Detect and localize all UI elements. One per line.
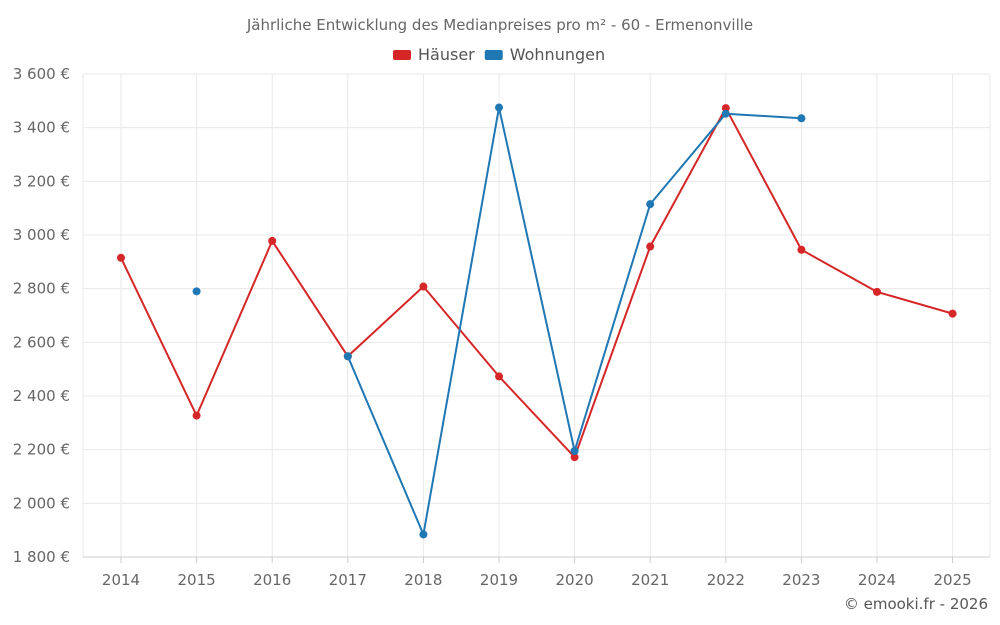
x-tick-label: 2020 — [556, 571, 594, 589]
y-axis: 1 800 € 2 000 € 2 200 € 2 400 € 2 600 € 2 800… — [13, 65, 70, 566]
x-tick-label: 2015 — [178, 571, 216, 589]
data-point[interactable] — [721, 109, 730, 118]
data-point[interactable] — [873, 287, 881, 296]
y-tick-label: 3 400 € — [13, 119, 70, 137]
x-tick-label: 2022 — [707, 571, 745, 589]
data-point[interactable] — [419, 282, 428, 291]
grid — [82, 73, 991, 558]
y-tick-label: 3 600 € — [13, 65, 70, 83]
data-point[interactable] — [797, 114, 806, 123]
x-tick-label: 2016 — [253, 571, 291, 589]
y-tick-label: 2 400 € — [13, 387, 70, 405]
legend-swatch — [484, 50, 503, 60]
x-tick-label: 2014 — [102, 571, 140, 589]
y-tick-label: 2 600 € — [13, 333, 70, 351]
y-tick-label: 3 000 € — [13, 226, 70, 244]
series-line — [120, 107, 953, 459]
data-point[interactable] — [721, 104, 730, 113]
y-tick-label: 2 200 € — [13, 441, 70, 459]
credit-text: © emooki.fr - 2026 — [844, 595, 988, 613]
legend-label: Wohnungen — [510, 45, 605, 64]
legend-label: Häuser — [418, 45, 475, 64]
y-tick-label: 2 800 € — [13, 280, 70, 298]
legend-swatch — [393, 50, 411, 60]
data-point[interactable] — [948, 309, 957, 318]
data-point[interactable] — [419, 530, 428, 539]
y-tick-label: 1 800 € — [13, 548, 70, 566]
data-point[interactable] — [495, 103, 503, 112]
x-tick-label: 2023 — [782, 571, 820, 589]
data-point[interactable] — [192, 287, 201, 296]
chart-title: Jährliche Entwicklung des Medianpreises … — [246, 16, 753, 34]
x-tick-label: 2025 — [934, 571, 972, 589]
data-point[interactable] — [343, 352, 352, 361]
x-tick-label: 2018 — [404, 571, 442, 589]
data-point[interactable] — [268, 236, 277, 245]
x-tick-label: 2017 — [329, 571, 367, 589]
x-tick-label: 2021 — [631, 571, 669, 589]
series-wohnungen — [192, 103, 806, 539]
data-point[interactable] — [495, 372, 503, 381]
x-axis: 2014 2015 2016 2017 2018 2019 2020 2021 2022 2023… — [83, 556, 990, 589]
data-point[interactable] — [646, 242, 655, 251]
data-point[interactable] — [192, 411, 201, 420]
y-tick-label: 2 000 € — [13, 494, 70, 512]
x-tick-label: 2019 — [480, 571, 518, 589]
series-häuser — [117, 104, 957, 462]
data-point[interactable] — [570, 447, 579, 456]
data-point[interactable] — [570, 453, 579, 462]
legend-item-häuser[interactable]: Häuser — [393, 45, 475, 64]
legend-item-wohnungen[interactable]: Wohnungen — [484, 45, 605, 64]
data-point[interactable] — [646, 200, 655, 209]
data-point[interactable] — [117, 253, 125, 262]
series-group — [117, 103, 957, 539]
data-point[interactable] — [797, 245, 806, 254]
y-tick-label: 3 200 € — [13, 172, 70, 190]
legend: Häuser Wohnungen — [393, 45, 605, 64]
x-tick-label: 2024 — [858, 571, 896, 589]
